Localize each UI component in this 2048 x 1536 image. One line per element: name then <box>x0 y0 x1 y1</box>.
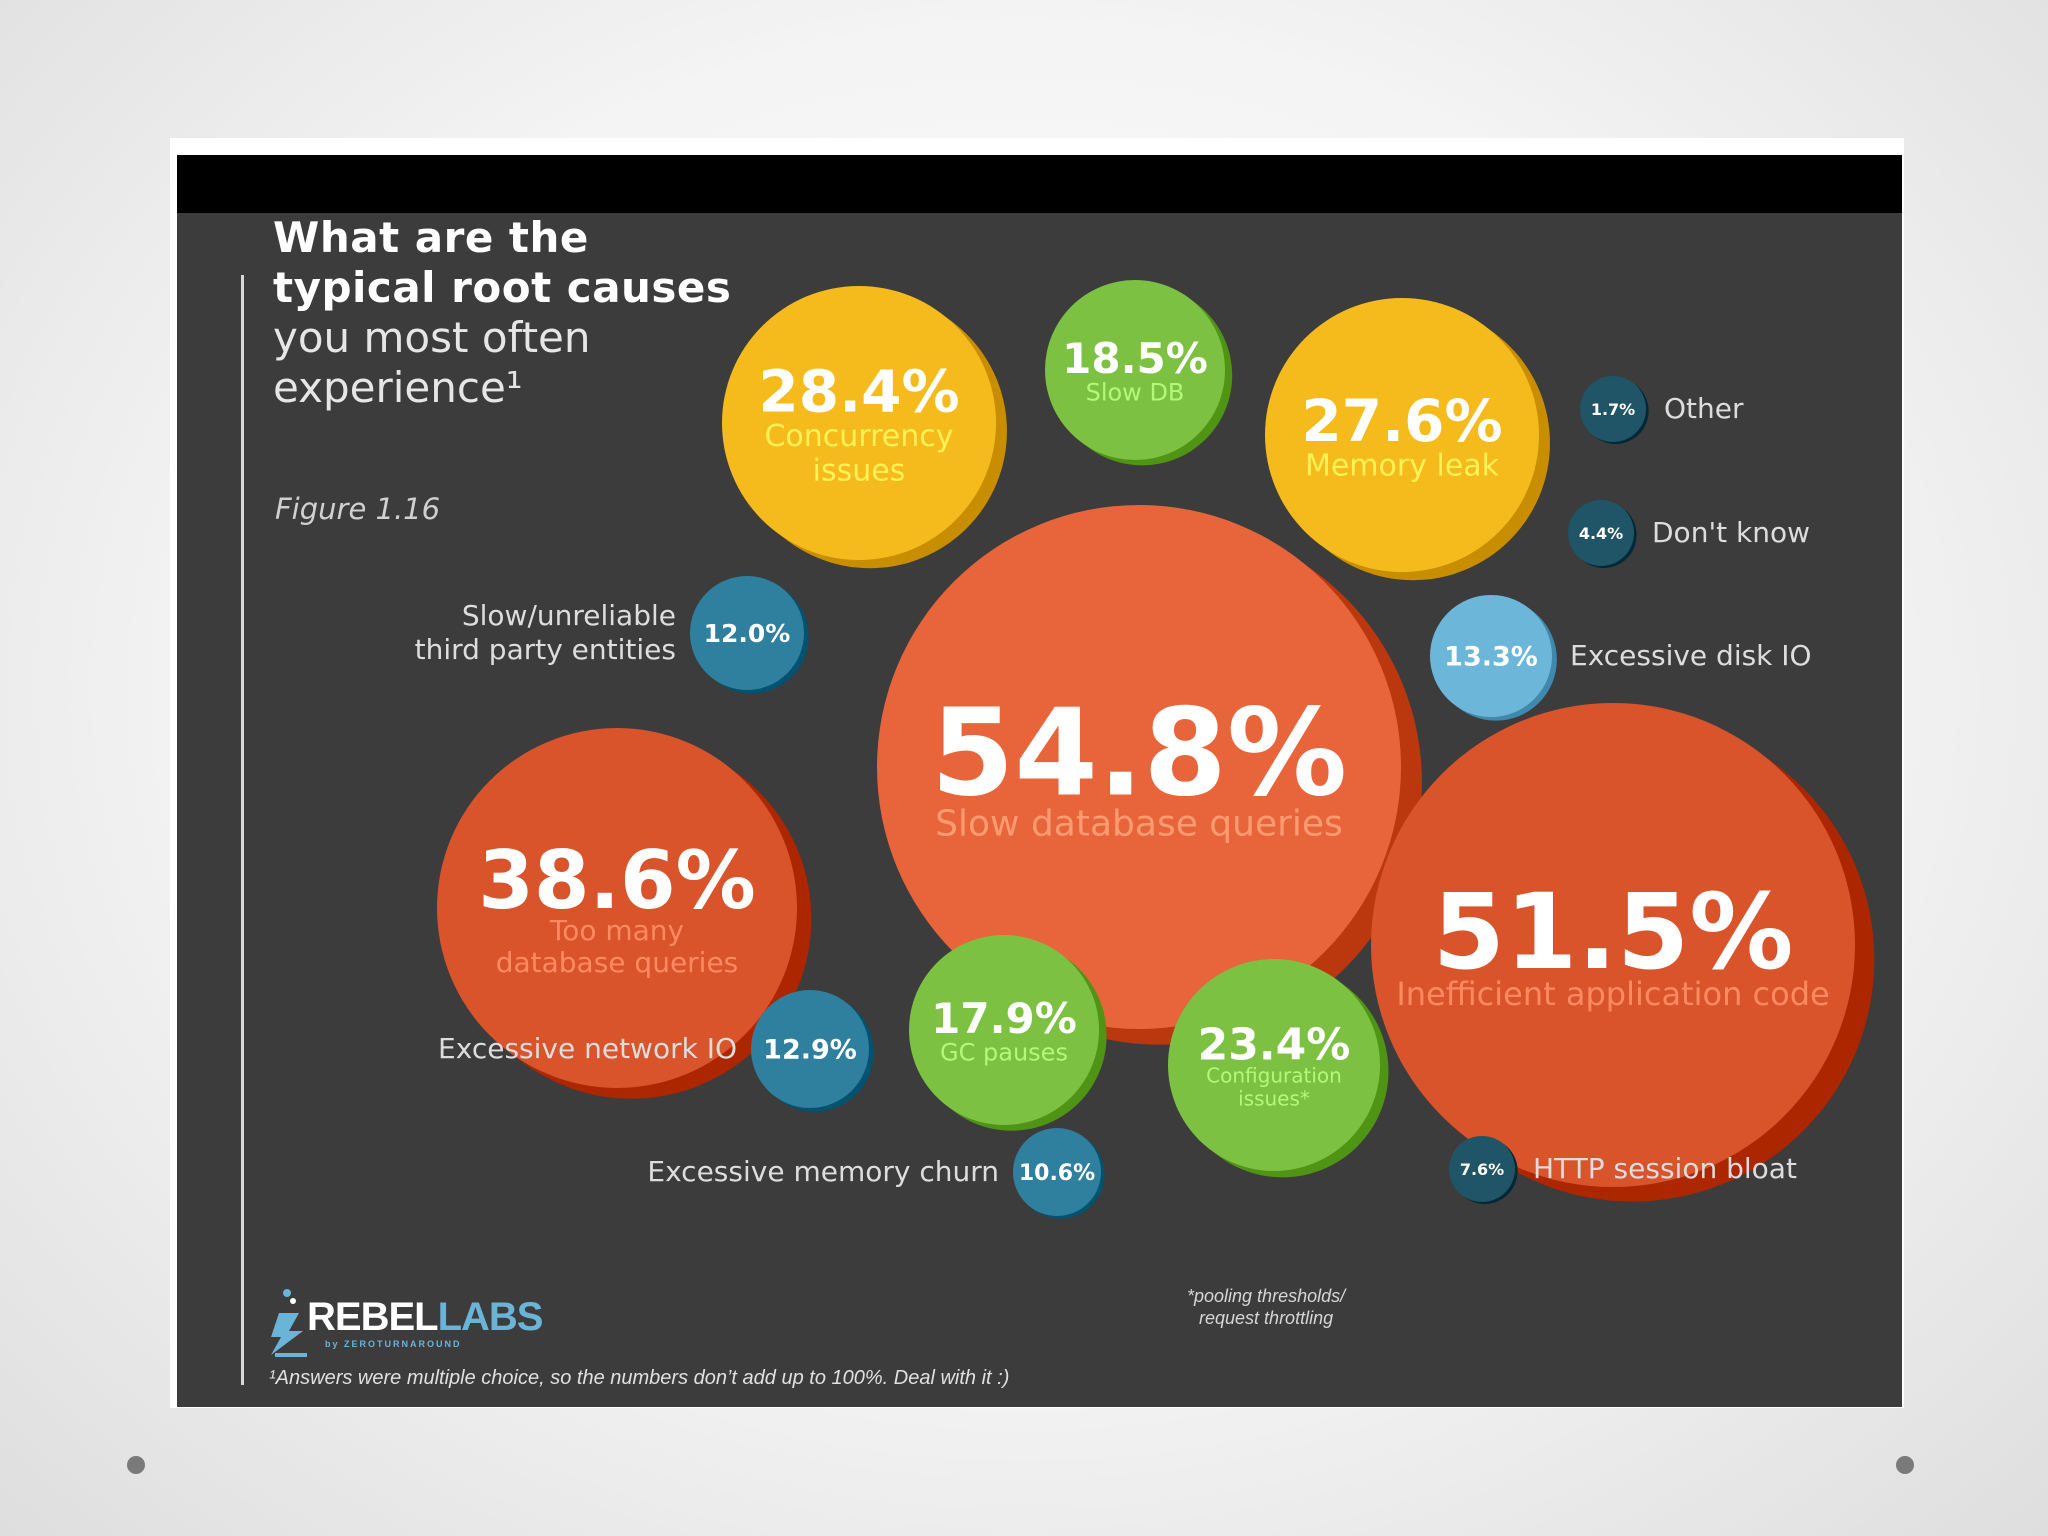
category-label-line-1: Excessive network IO <box>438 1032 737 1065</box>
logo-subtitle: by ZEROTURNAROUND <box>325 1339 462 1349</box>
bubble-slow-database-queries <box>877 505 1401 1029</box>
bubble-slow-db <box>1045 280 1225 460</box>
top-black-bar <box>177 155 1902 213</box>
bubble-category-configuration-issues-line-2: issues* <box>1238 1087 1310 1111</box>
bubble-category-slow-db: Slow DB <box>1086 379 1185 407</box>
bubble-value-concurrency-issues: 28.4% <box>758 358 959 426</box>
chart-title-line-3: you most often <box>273 313 591 362</box>
bubble-value-excessive-network-io: 12.9% <box>763 1035 857 1066</box>
logo-word-rebel: REBEL <box>307 1295 439 1339</box>
category-label-line-1: Slow/unreliable <box>461 599 676 632</box>
bubble-value-excessive-disk-io: 13.3% <box>1444 642 1538 673</box>
bubble-value-memory-leak: 27.6% <box>1301 387 1502 455</box>
bubble-concurrency-issues <box>722 286 996 560</box>
category-label-line-2: third party entities <box>414 633 676 666</box>
category-label-excessive-network-io: Excessive network IO <box>438 1032 737 1066</box>
bubble-category-gc-pauses: GC pauses <box>940 1039 1068 1067</box>
bubble-category-too-many-database-queries-line-2: database queries <box>496 946 739 979</box>
figure-label: Figure 1.16 <box>275 492 441 526</box>
bubble-value-http-session-bloat: 7.6% <box>1460 1160 1504 1179</box>
bubble-value-too-many-database-queries: 38.6% <box>478 834 756 927</box>
slide-bullet-left <box>127 1456 145 1474</box>
bubble-category-inefficient-application-code: Inefficient application code <box>1396 975 1829 1013</box>
bubble-configuration-issues <box>1168 959 1380 1171</box>
bubble-don-t-know <box>1568 500 1634 566</box>
category-label-line-1: HTTP session bloat <box>1533 1152 1797 1185</box>
bubble-category-memory-leak: Memory leak <box>1305 448 1500 483</box>
rebellabs-logo: REBELLABS by ZEROTURNAROUND <box>265 1283 543 1363</box>
config-footnote-line-2: request throttling <box>1199 1308 1334 1328</box>
chart-title-line-4: experience¹ <box>273 363 523 412</box>
bubble-value-inefficient-application-code: 51.5% <box>1433 871 1794 993</box>
category-label-http-session-bloat: HTTP session bloat <box>1533 1152 1797 1186</box>
bubble-gc-pauses <box>909 935 1099 1125</box>
bubble-value-other: 1.7% <box>1591 400 1635 419</box>
category-label-don-t-know: Don't know <box>1652 516 1810 550</box>
bubble-http-session-bloat <box>1449 1136 1515 1202</box>
logo-word-labs: LABS <box>437 1295 544 1339</box>
flask-icon <box>271 1289 307 1357</box>
category-label-other: Other <box>1664 392 1744 426</box>
category-label-excessive-memory-churn: Excessive memory churn <box>647 1155 999 1189</box>
infographic-panel: What are the typical root causes you mos… <box>177 155 1902 1407</box>
bubble-chart: 54.8%Slow database queries 51.5%Inefficie… <box>437 280 1875 1219</box>
slide-bullet-right <box>1896 1456 1914 1474</box>
category-label-slow-unreliable-third-party-entities: Slow/unreliable third party entities <box>415 599 676 667</box>
bubble-slow-unreliable-third-party-entities <box>690 576 804 690</box>
bubble-value-slow-database-queries: 54.8% <box>931 684 1347 823</box>
chart-title-line-1: What are the <box>273 213 589 262</box>
bubble-category-slow-database-queries: Slow database queries <box>935 804 1343 845</box>
category-label-line-1: Excessive memory churn <box>647 1155 999 1188</box>
bubble-inefficient-application-code <box>1371 703 1855 1187</box>
bubble-category-too-many-database-queries-line-1: Too many <box>549 914 684 947</box>
bubble-excessive-disk-io <box>1430 595 1552 717</box>
category-label-line-1: Other <box>1664 392 1744 425</box>
bubble-too-many-database-queries <box>437 728 797 1088</box>
bubble-other <box>1580 376 1646 442</box>
bubble-category-concurrency-issues-line-2: issues <box>813 454 906 489</box>
category-label-line-1: Excessive disk IO <box>1570 639 1812 672</box>
vertical-divider <box>241 275 244 1385</box>
bubble-value-gc-pauses: 17.9% <box>931 994 1077 1043</box>
category-label-excessive-disk-io: Excessive disk IO <box>1570 639 1812 673</box>
footnote: ¹Answers were multiple choice, so the nu… <box>269 1367 1010 1389</box>
config-footnote-line-1: *pooling thresholds/ <box>1187 1286 1346 1306</box>
chart-title-line-2: typical root causes <box>273 263 732 312</box>
bubble-excessive-network-io <box>751 990 869 1108</box>
config-footnote: *pooling thresholds/ request throttling <box>1187 1285 1345 1329</box>
bubble-category-configuration-issues-line-1: Configuration <box>1206 1064 1342 1088</box>
category-label-line-1: Don't know <box>1652 516 1811 549</box>
bubble-excessive-memory-churn <box>1013 1128 1101 1216</box>
bubble-category-concurrency-issues-line-1: Concurrency <box>764 419 953 454</box>
bubble-memory-leak <box>1265 298 1539 572</box>
bubble-value-don-t-know: 4.4% <box>1579 524 1623 543</box>
bubble-value-slow-unreliable-third-party-entities: 12.0% <box>704 619 791 648</box>
bubble-value-excessive-memory-churn: 10.6% <box>1019 1161 1095 1186</box>
bubble-value-configuration-issues: 23.4% <box>1198 1020 1351 1071</box>
bubble-value-slow-db: 18.5% <box>1062 334 1208 383</box>
logo-wordmark: REBELLABS <box>307 1295 544 1340</box>
